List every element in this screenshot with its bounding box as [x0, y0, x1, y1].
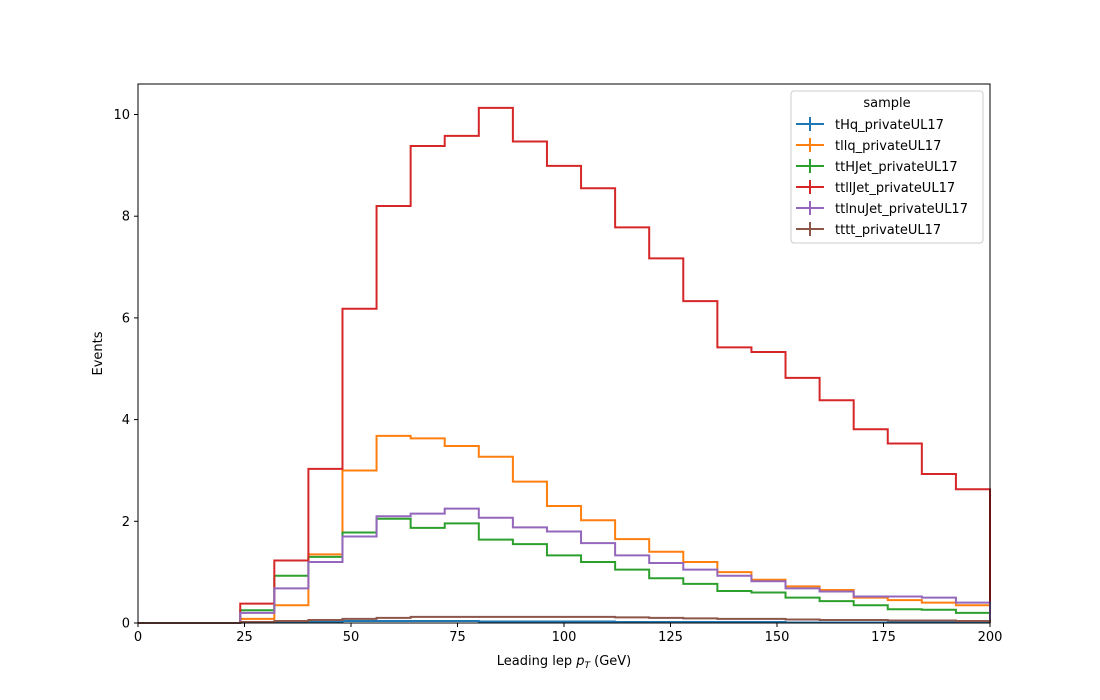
series-line-ttlnuJet_privateUL17: [138, 507, 991, 624]
y-axis-ticks: 0 2 4 6 8 10: [113, 108, 138, 632]
legend-title: sample: [863, 96, 910, 111]
x-axis-label-suffix: (GeV): [590, 654, 631, 669]
series-line-ttllJet_privateUL17: [138, 106, 991, 624]
x-tick-label: 150: [765, 630, 790, 645]
x-tick-label: 100: [552, 630, 577, 645]
x-tick-label: 25: [236, 630, 253, 645]
legend-entry: ttHJet_privateUL17: [796, 159, 958, 175]
legend-label: ttHJet_privateUL17: [835, 160, 958, 175]
x-tick-label: 125: [658, 630, 683, 645]
x-tick-label: 200: [978, 630, 1003, 645]
legend-label: tttt_privateUL17: [835, 223, 941, 238]
y-tick-label: 8: [122, 210, 130, 225]
x-axis-label-sub: T: [584, 661, 591, 671]
legend: sample tHq_privateUL17 tllq_privateUL17tt…: [790, 90, 984, 244]
y-axis-label: Events: [91, 331, 106, 375]
legend-label: ttlnuJet_privateUL17: [835, 202, 968, 217]
legend-entries: tHq_privateUL17 tllq_privateUL17 ttHJet_pr…: [796, 117, 968, 238]
series-line-tttt_privateUL17: [138, 615, 991, 624]
x-tick-label: 50: [343, 630, 360, 645]
legend-entry: tttt_privateUL17: [796, 222, 941, 238]
x-axis-label-var: p: [575, 654, 584, 669]
x-axis-label-prefix: Leading lep: [497, 654, 576, 669]
x-axis-label: Leading lep pT (GeV): [497, 654, 631, 671]
y-tick-label: 2: [122, 515, 130, 530]
legend-entry: tllq_privateUL17: [796, 138, 941, 154]
y-tick-label: 10: [113, 108, 130, 123]
legend-entry: tHq_privateUL17: [796, 117, 944, 133]
legend-label: tllq_privateUL17: [835, 139, 941, 154]
y-tick-label: 0: [122, 617, 130, 632]
legend-label: ttllJet_privateUL17: [835, 181, 955, 196]
legend-label: tHq_privateUL17: [835, 118, 944, 133]
x-tick-label: 0: [134, 630, 142, 645]
y-tick-label: 6: [122, 311, 130, 326]
series-layer: [138, 106, 991, 624]
legend-box: [790, 90, 984, 244]
x-tick-label: 175: [871, 630, 896, 645]
legend-entry: ttllJet_privateUL17: [796, 180, 955, 196]
x-axis-ticks: 0 25 50 75 100 125 150 175 200: [134, 623, 1003, 645]
legend-entry: ttlnuJet_privateUL17: [796, 201, 968, 217]
y-tick-label: 4: [122, 413, 130, 428]
x-tick-label: 75: [449, 630, 466, 645]
